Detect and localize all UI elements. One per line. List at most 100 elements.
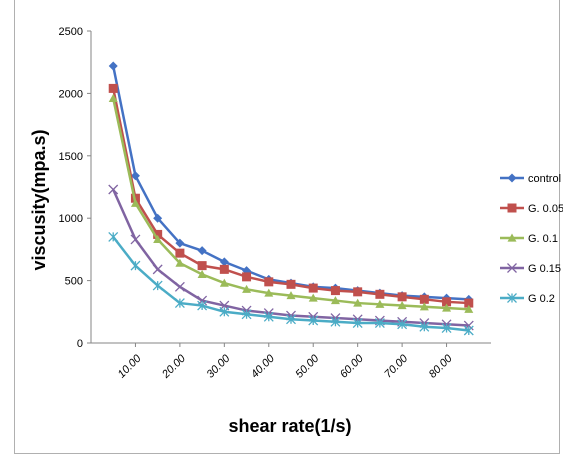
data-point <box>286 291 296 300</box>
legend-label: G. 0.1 <box>528 233 558 245</box>
data-point <box>442 303 452 312</box>
data-point <box>375 299 385 308</box>
data-point <box>175 238 185 248</box>
y-tick-label: 0 <box>77 338 83 350</box>
data-point <box>397 292 407 302</box>
data-point <box>197 261 207 271</box>
data-point <box>352 318 363 328</box>
x-tick-label: 40.00 <box>249 352 278 381</box>
series-g-0-1 <box>108 93 474 313</box>
legend-marker <box>507 293 517 303</box>
data-point <box>375 289 385 299</box>
data-point <box>374 318 385 328</box>
data-point <box>153 234 163 244</box>
data-point <box>130 171 140 181</box>
x-axis-label: shear rate(1/s) <box>228 416 351 436</box>
data-point <box>153 229 163 239</box>
data-point <box>353 287 363 297</box>
data-point <box>130 260 141 271</box>
y-tick-label: 2500 <box>59 26 83 38</box>
data-point <box>442 297 452 307</box>
legend-label: G. 0.05 <box>528 203 563 215</box>
series-control <box>108 61 474 304</box>
data-point <box>264 288 274 297</box>
legend-marker <box>507 263 517 273</box>
data-point <box>153 213 163 223</box>
data-point <box>108 61 118 71</box>
data-point <box>108 93 118 102</box>
data-point <box>464 298 474 308</box>
y-tick-label: 2000 <box>59 88 83 100</box>
data-point <box>108 231 119 242</box>
legend-label: G 0.15 <box>528 263 561 275</box>
data-point <box>174 281 185 292</box>
data-point <box>464 304 474 313</box>
legend-item: G. 0.05 <box>500 203 563 215</box>
data-point <box>241 309 252 320</box>
x-tick-label: 60.00 <box>338 352 367 381</box>
data-point <box>308 283 318 293</box>
x-tick-label: 20.00 <box>159 352 188 381</box>
legend-item: G 0.2 <box>500 293 555 305</box>
data-point <box>419 302 429 311</box>
legend-item: control <box>500 173 561 185</box>
chart-frame <box>14 0 560 454</box>
y-tick-label: 1000 <box>59 213 83 225</box>
data-point <box>463 320 474 331</box>
data-point <box>219 306 230 317</box>
data-point <box>152 280 163 291</box>
series-line <box>111 65 469 301</box>
data-point <box>108 83 118 93</box>
x-tick-labels: 10.00 20.00 30.00 40.00 50.00 60.00 70.00 80.00 <box>116 352 456 381</box>
legend-marker <box>507 233 517 242</box>
data-point <box>242 272 252 282</box>
data-point <box>242 284 252 293</box>
legend-item: G 0.15 <box>500 263 561 275</box>
data-point <box>197 246 207 256</box>
x-tick-label: 10.00 <box>116 352 145 381</box>
data-point <box>330 286 340 296</box>
legend-marker <box>507 173 517 183</box>
data-point <box>197 295 208 306</box>
data-point <box>419 294 429 304</box>
legend-item: G. 0.1 <box>500 233 558 245</box>
y-tick-label: 500 <box>65 276 83 288</box>
data-point <box>174 298 185 309</box>
data-point <box>219 257 229 267</box>
data-point <box>397 301 407 310</box>
legend: control G. 0.05 G. 0.1 G 0.15 G 0.2 <box>500 173 563 305</box>
data-point <box>308 315 319 326</box>
data-point <box>108 184 119 195</box>
data-point <box>197 269 207 278</box>
data-point <box>263 311 274 322</box>
series-line <box>111 88 469 305</box>
legend-label: control <box>528 173 561 185</box>
data-point <box>330 316 341 327</box>
x-tick-label: 80.00 <box>427 352 456 381</box>
data-point <box>130 234 141 245</box>
data-point <box>219 278 229 287</box>
x-tick-label: 70.00 <box>382 352 411 381</box>
data-point <box>130 198 140 207</box>
data-point <box>152 264 163 275</box>
data-point <box>197 300 208 311</box>
data-point <box>463 325 474 336</box>
axes <box>87 30 491 347</box>
x-tick-label: 30.00 <box>205 352 234 381</box>
y-axis-label: viscusity(mpa.s) <box>29 129 49 270</box>
data-point <box>264 277 274 287</box>
legend-label: G 0.2 <box>528 293 555 305</box>
data-point <box>219 264 229 274</box>
data-point <box>419 321 430 332</box>
data-point <box>286 314 296 325</box>
series-group <box>108 61 474 336</box>
data-point <box>353 298 363 307</box>
data-point <box>286 279 296 289</box>
data-point <box>175 248 185 258</box>
series-g-0-15 <box>108 184 474 331</box>
data-point <box>397 319 408 330</box>
y-tick-label: 1500 <box>59 151 83 163</box>
data-point <box>441 323 452 333</box>
x-tick-label: 50.00 <box>293 352 322 381</box>
